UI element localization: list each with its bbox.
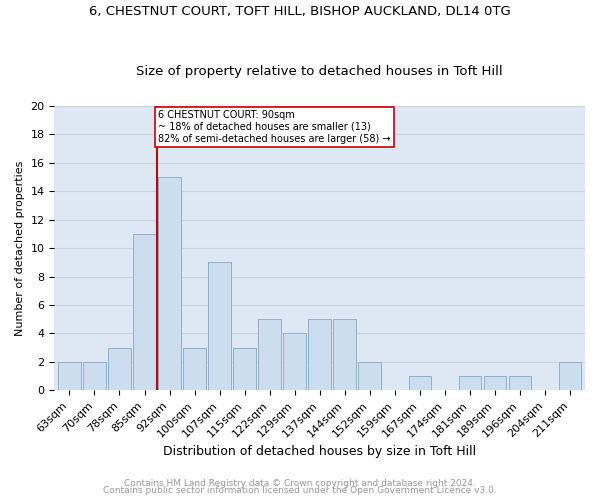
Bar — [58, 362, 80, 390]
Bar — [208, 262, 231, 390]
Bar — [233, 348, 256, 391]
Text: 6, CHESTNUT COURT, TOFT HILL, BISHOP AUCKLAND, DL14 0TG: 6, CHESTNUT COURT, TOFT HILL, BISHOP AUC… — [89, 5, 511, 18]
Bar — [108, 348, 131, 391]
Bar — [509, 376, 531, 390]
X-axis label: Distribution of detached houses by size in Toft Hill: Distribution of detached houses by size … — [163, 444, 476, 458]
Y-axis label: Number of detached properties: Number of detached properties — [15, 160, 25, 336]
Title: Size of property relative to detached houses in Toft Hill: Size of property relative to detached ho… — [136, 66, 503, 78]
Bar — [259, 320, 281, 390]
Bar — [458, 376, 481, 390]
Bar — [183, 348, 206, 391]
Text: Contains public sector information licensed under the Open Government Licence v3: Contains public sector information licen… — [103, 486, 497, 495]
Bar — [559, 362, 581, 390]
Bar — [83, 362, 106, 390]
Bar — [358, 362, 381, 390]
Bar — [409, 376, 431, 390]
Bar — [484, 376, 506, 390]
Text: Contains HM Land Registry data © Crown copyright and database right 2024.: Contains HM Land Registry data © Crown c… — [124, 478, 476, 488]
Bar — [334, 320, 356, 390]
Bar — [283, 334, 306, 390]
Bar — [133, 234, 156, 390]
Bar — [158, 177, 181, 390]
Bar — [308, 320, 331, 390]
Text: 6 CHESTNUT COURT: 90sqm
~ 18% of detached houses are smaller (13)
82% of semi-de: 6 CHESTNUT COURT: 90sqm ~ 18% of detache… — [158, 110, 391, 144]
